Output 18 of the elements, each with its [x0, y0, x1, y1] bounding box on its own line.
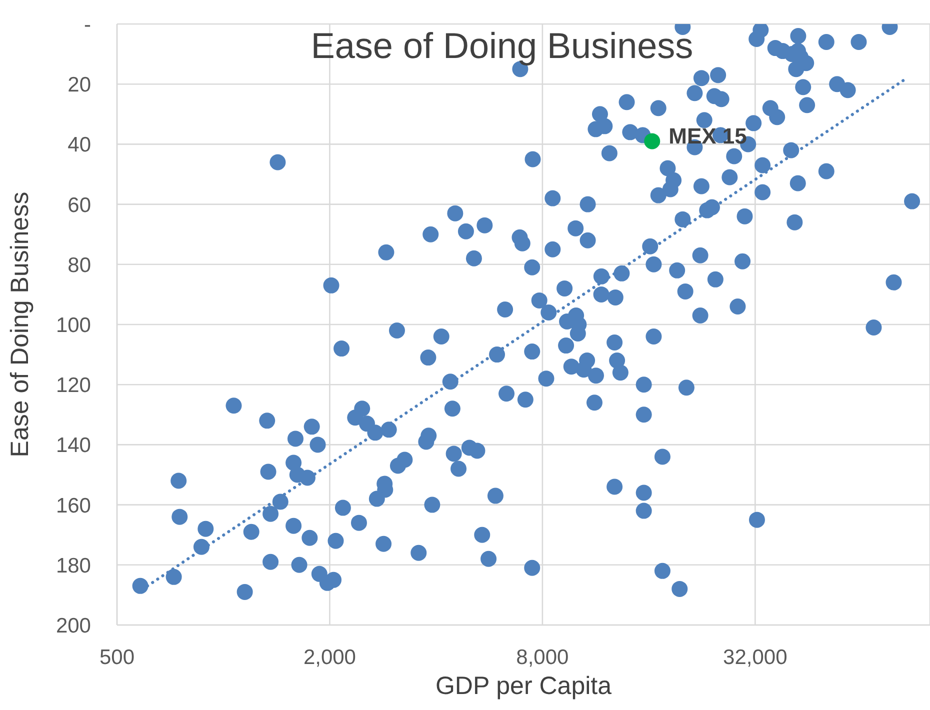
y-axis-title: Ease of Doing Business	[6, 192, 34, 458]
x-tick-label: 2,000	[303, 646, 356, 669]
x-tick-label: 500	[99, 646, 135, 669]
x-axis-title: GDP per Capita	[435, 672, 612, 700]
y-tick-label: 100	[56, 314, 91, 337]
y-tick-label: 60	[68, 194, 91, 217]
y-tick-label: 120	[56, 374, 91, 398]
y-tick-label: 180	[56, 554, 91, 578]
y-tick-label: 20	[68, 74, 91, 97]
x-tick-label: 8,000	[516, 646, 569, 669]
x-tick-label: 32,000	[723, 646, 788, 669]
y-tick-label: 140	[56, 434, 91, 458]
y-tick-label: -	[84, 13, 91, 36]
chart-title: Ease of Doing Business	[310, 25, 694, 66]
y-tick-label: 40	[68, 134, 91, 157]
y-tick-label: 80	[68, 254, 91, 277]
y-tick-label: 200	[56, 614, 91, 638]
y-tick-label: 160	[56, 494, 91, 518]
